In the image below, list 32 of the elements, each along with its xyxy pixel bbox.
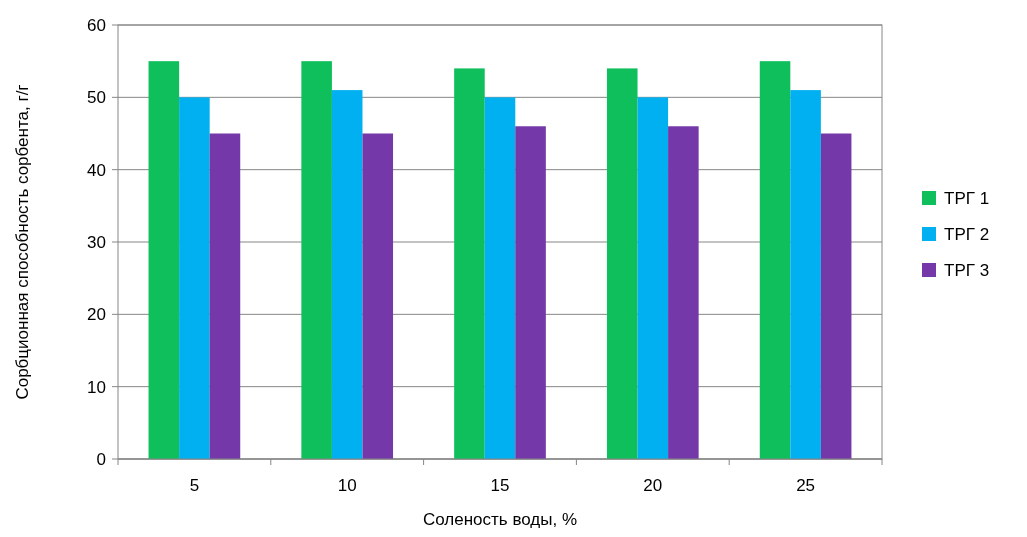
bar (484, 97, 516, 459)
x-tick-label: 20 (643, 476, 663, 495)
bar (209, 133, 241, 459)
x-tick-label: 10 (337, 476, 357, 495)
y-tick-label: 20 (87, 305, 106, 325)
bar (515, 126, 546, 459)
bar (668, 126, 699, 459)
bar (454, 68, 485, 459)
y-axis-title: Сорбционная способность сорбента, г/г (13, 84, 32, 400)
legend-label: ТРГ 3 (944, 260, 990, 280)
y-tick-label: 50 (87, 88, 106, 108)
y-tick-label: 0 (96, 449, 106, 469)
bar (331, 90, 363, 459)
bar (637, 97, 669, 459)
x-axis-title: Соленость воды, % (422, 510, 578, 529)
y-tick-label: 40 (87, 160, 106, 180)
bar (179, 97, 210, 459)
legend-label: ТРГ 2 (944, 224, 990, 244)
bar (301, 61, 332, 459)
y-tick-label: 30 (87, 232, 106, 252)
bar (362, 133, 394, 459)
bar (148, 61, 180, 459)
bar (820, 133, 852, 459)
legend-label: ТРГ 1 (944, 188, 990, 208)
y-tick-label: 60 (87, 15, 106, 35)
y-tick-label: 10 (87, 377, 106, 397)
x-tick-label: 5 (189, 476, 200, 495)
x-tick-label: 25 (796, 476, 816, 495)
x-tick-label: 15 (490, 476, 510, 495)
bar (759, 61, 791, 459)
bar (606, 68, 638, 459)
bar (790, 90, 821, 459)
